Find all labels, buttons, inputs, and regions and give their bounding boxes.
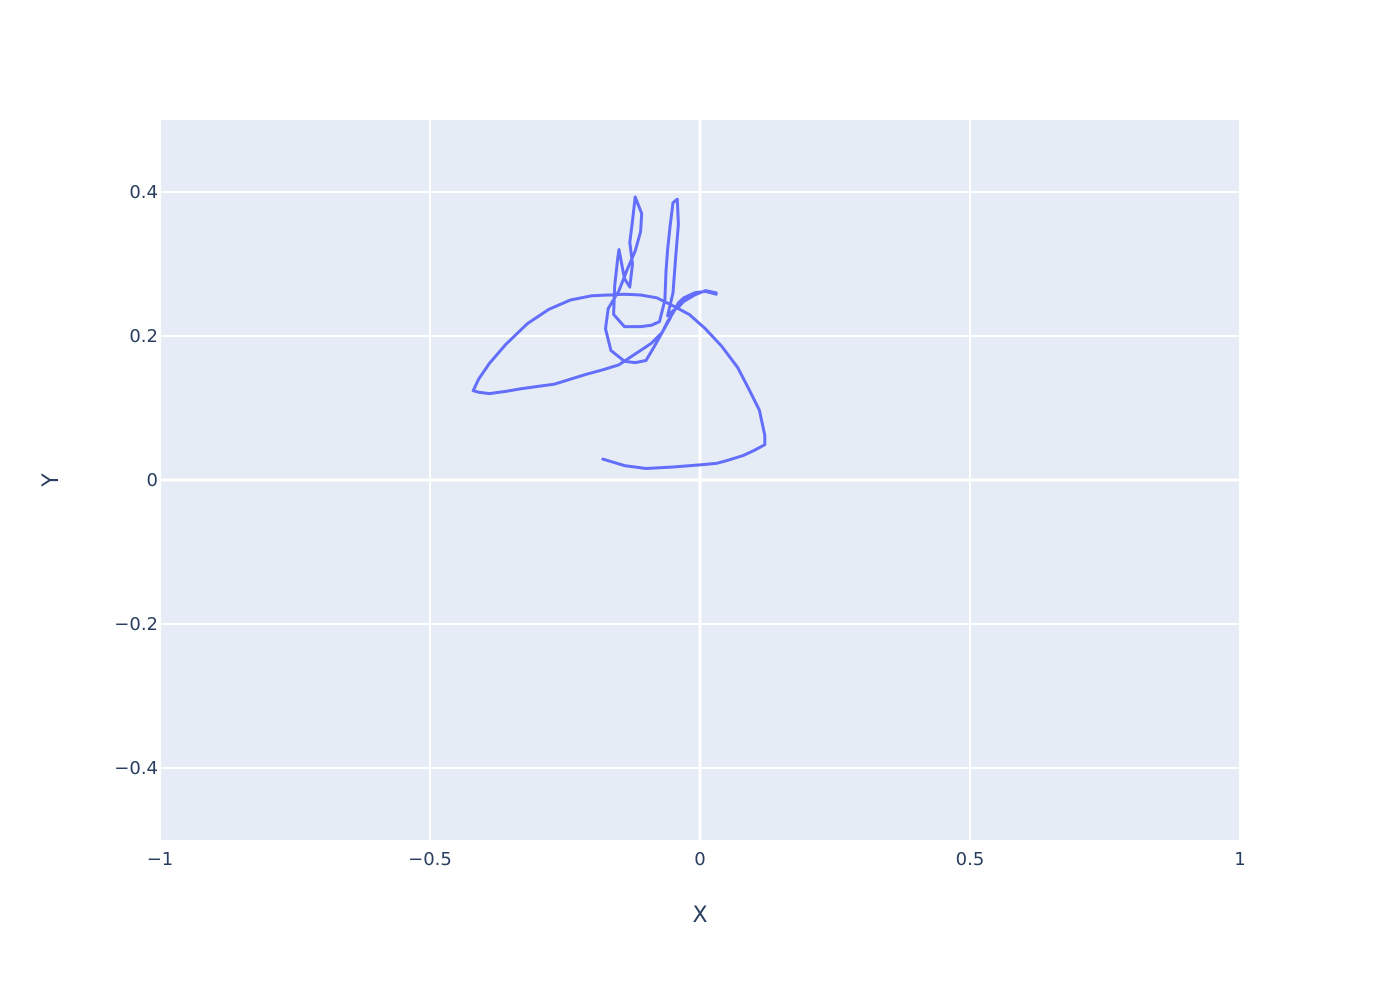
y-axis-title: Y bbox=[39, 473, 64, 488]
y-tick-label: −0.2 bbox=[114, 614, 158, 635]
y-tick-label: 0.2 bbox=[129, 326, 158, 347]
x-tick-label: 0.5 bbox=[956, 849, 985, 870]
series-line bbox=[471, 195, 767, 470]
y-tick-labels: −0.4 −0.2 0 0.2 0.4 bbox=[114, 182, 158, 779]
grid bbox=[159, 120, 1241, 840]
y-tick-label: 0 bbox=[147, 470, 158, 491]
x-axis-title: X bbox=[692, 903, 707, 928]
x-tick-label: −0.5 bbox=[408, 849, 452, 870]
x-tick-labels: −1 −0.5 0 0.5 1 bbox=[147, 849, 1246, 870]
y-tick-label: −0.4 bbox=[114, 758, 158, 779]
x-tick-label: −1 bbox=[147, 849, 174, 870]
x-tick-label: 0 bbox=[694, 849, 705, 870]
y-tick-label: 0.4 bbox=[129, 182, 158, 203]
x-tick-label: 1 bbox=[1234, 849, 1245, 870]
